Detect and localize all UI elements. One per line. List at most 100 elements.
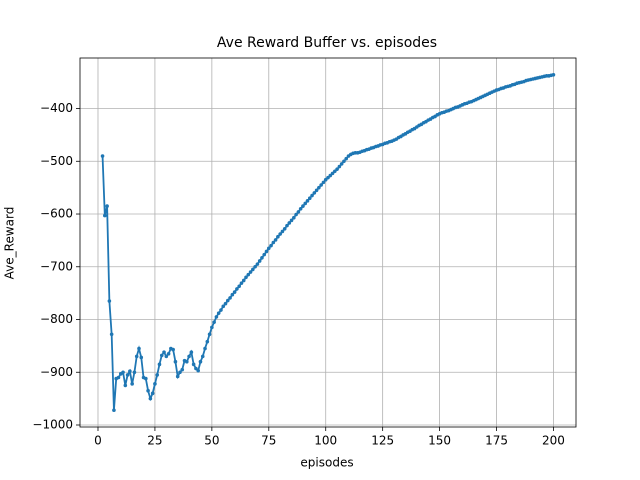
marker	[175, 374, 180, 379]
marker	[307, 196, 312, 200]
marker	[298, 206, 303, 211]
marker	[185, 359, 189, 364]
marker	[100, 154, 105, 158]
marker	[273, 238, 278, 242]
y-tick-label: −900	[40, 365, 73, 379]
marker	[253, 264, 257, 269]
marker	[223, 301, 228, 306]
marker	[207, 332, 212, 337]
marker	[137, 346, 141, 351]
marker	[321, 180, 326, 185]
marker	[228, 296, 232, 300]
x-tick-label: 75	[261, 434, 276, 448]
marker	[260, 255, 264, 260]
marker	[330, 171, 335, 176]
marker	[285, 223, 289, 228]
marker	[173, 359, 178, 364]
marker	[232, 290, 237, 294]
marker	[146, 388, 150, 393]
y-tick-label: −500	[40, 154, 73, 168]
x-tick-label: 25	[147, 434, 162, 448]
marker	[203, 346, 207, 351]
marker	[248, 270, 253, 274]
marker	[164, 354, 169, 359]
marker	[157, 362, 162, 367]
marker	[166, 351, 171, 356]
marker	[221, 304, 226, 309]
marker	[159, 353, 164, 358]
marker	[205, 339, 210, 344]
y-tick-label: −700	[40, 259, 73, 273]
marker	[323, 177, 328, 182]
x-tick-label: 125	[371, 434, 394, 448]
marker	[339, 162, 344, 166]
marker	[123, 383, 128, 388]
marker	[289, 218, 294, 223]
marker	[155, 373, 160, 377]
marker	[178, 370, 182, 375]
marker	[191, 362, 196, 367]
chart-title: Ave Reward Buffer vs. episodes	[217, 35, 437, 51]
y-tick-label: −400	[40, 101, 73, 115]
marker	[292, 215, 296, 220]
marker	[266, 246, 271, 251]
marker	[271, 240, 276, 245]
marker	[139, 355, 144, 360]
marker	[162, 350, 166, 355]
x-tick-label: 50	[204, 434, 219, 448]
marker	[333, 169, 337, 174]
marker	[171, 347, 175, 352]
marker	[210, 325, 214, 330]
marker	[280, 229, 285, 234]
marker	[148, 396, 153, 401]
marker	[196, 368, 200, 373]
marker	[314, 188, 319, 193]
marker	[235, 287, 239, 291]
marker	[262, 252, 267, 257]
y-tick-label: −600	[40, 207, 73, 221]
x-tick-label: 150	[428, 434, 451, 448]
marker	[312, 191, 317, 195]
marker	[301, 204, 305, 208]
marker	[264, 249, 269, 254]
x-tick-label: 0	[94, 434, 102, 448]
marker	[214, 315, 219, 319]
plot-frame	[79, 57, 577, 428]
marker	[216, 311, 221, 315]
marker	[198, 359, 203, 364]
marker	[255, 262, 260, 266]
marker	[128, 369, 132, 373]
marker	[103, 213, 107, 218]
marker	[125, 373, 130, 377]
y-tick-label: −800	[40, 312, 73, 326]
marker	[112, 408, 116, 413]
x-tick-label: 100	[314, 434, 337, 448]
marker	[237, 284, 241, 289]
marker	[551, 72, 556, 77]
marker	[134, 354, 139, 359]
marker	[230, 292, 235, 297]
marker	[132, 370, 137, 375]
marker	[194, 366, 198, 371]
marker	[105, 204, 109, 208]
x-axis-label: episodes	[300, 456, 353, 470]
marker	[335, 167, 339, 171]
marker	[239, 281, 244, 285]
marker	[328, 173, 333, 178]
marker	[144, 376, 148, 381]
marker	[109, 332, 114, 337]
marker	[344, 156, 349, 161]
marker	[251, 267, 255, 272]
x-tick-label: 200	[542, 434, 565, 448]
marker	[107, 299, 112, 303]
marker	[187, 354, 191, 359]
marker	[342, 159, 346, 164]
marker	[219, 308, 223, 312]
marker	[276, 234, 280, 239]
marker	[244, 275, 248, 280]
marker	[287, 221, 292, 225]
marker	[200, 354, 205, 359]
marker	[116, 375, 121, 380]
